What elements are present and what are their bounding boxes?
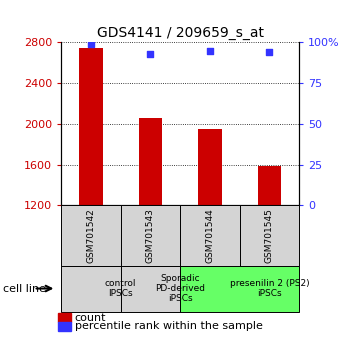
Text: count: count: [75, 313, 106, 323]
Bar: [61, 205, 121, 266]
Bar: [79, 47, 103, 205]
Text: GSM701542: GSM701542: [86, 208, 96, 263]
Text: cell line: cell line: [3, 284, 46, 293]
Bar: [180, 266, 299, 312]
Point: [148, 51, 153, 57]
Bar: [138, 118, 163, 205]
Text: Sporadic
PD-derived
iPSCs: Sporadic PD-derived iPSCs: [155, 274, 205, 303]
Bar: [198, 129, 222, 205]
Point: [207, 48, 213, 53]
Bar: [257, 166, 281, 205]
Point: [267, 50, 272, 55]
Text: presenilin 2 (PS2)
iPSCs: presenilin 2 (PS2) iPSCs: [230, 279, 309, 298]
Bar: [180, 205, 240, 266]
Bar: [61, 266, 121, 312]
Text: control
IPSCs: control IPSCs: [105, 279, 136, 298]
Text: percentile rank within the sample: percentile rank within the sample: [75, 321, 263, 331]
Bar: [121, 205, 180, 266]
Text: GSM701543: GSM701543: [146, 208, 155, 263]
Title: GDS4141 / 209659_s_at: GDS4141 / 209659_s_at: [97, 26, 264, 40]
Bar: [240, 205, 299, 266]
Text: GSM701544: GSM701544: [205, 208, 215, 263]
Text: GSM701545: GSM701545: [265, 208, 274, 263]
Bar: [121, 266, 180, 312]
Point: [88, 41, 94, 47]
